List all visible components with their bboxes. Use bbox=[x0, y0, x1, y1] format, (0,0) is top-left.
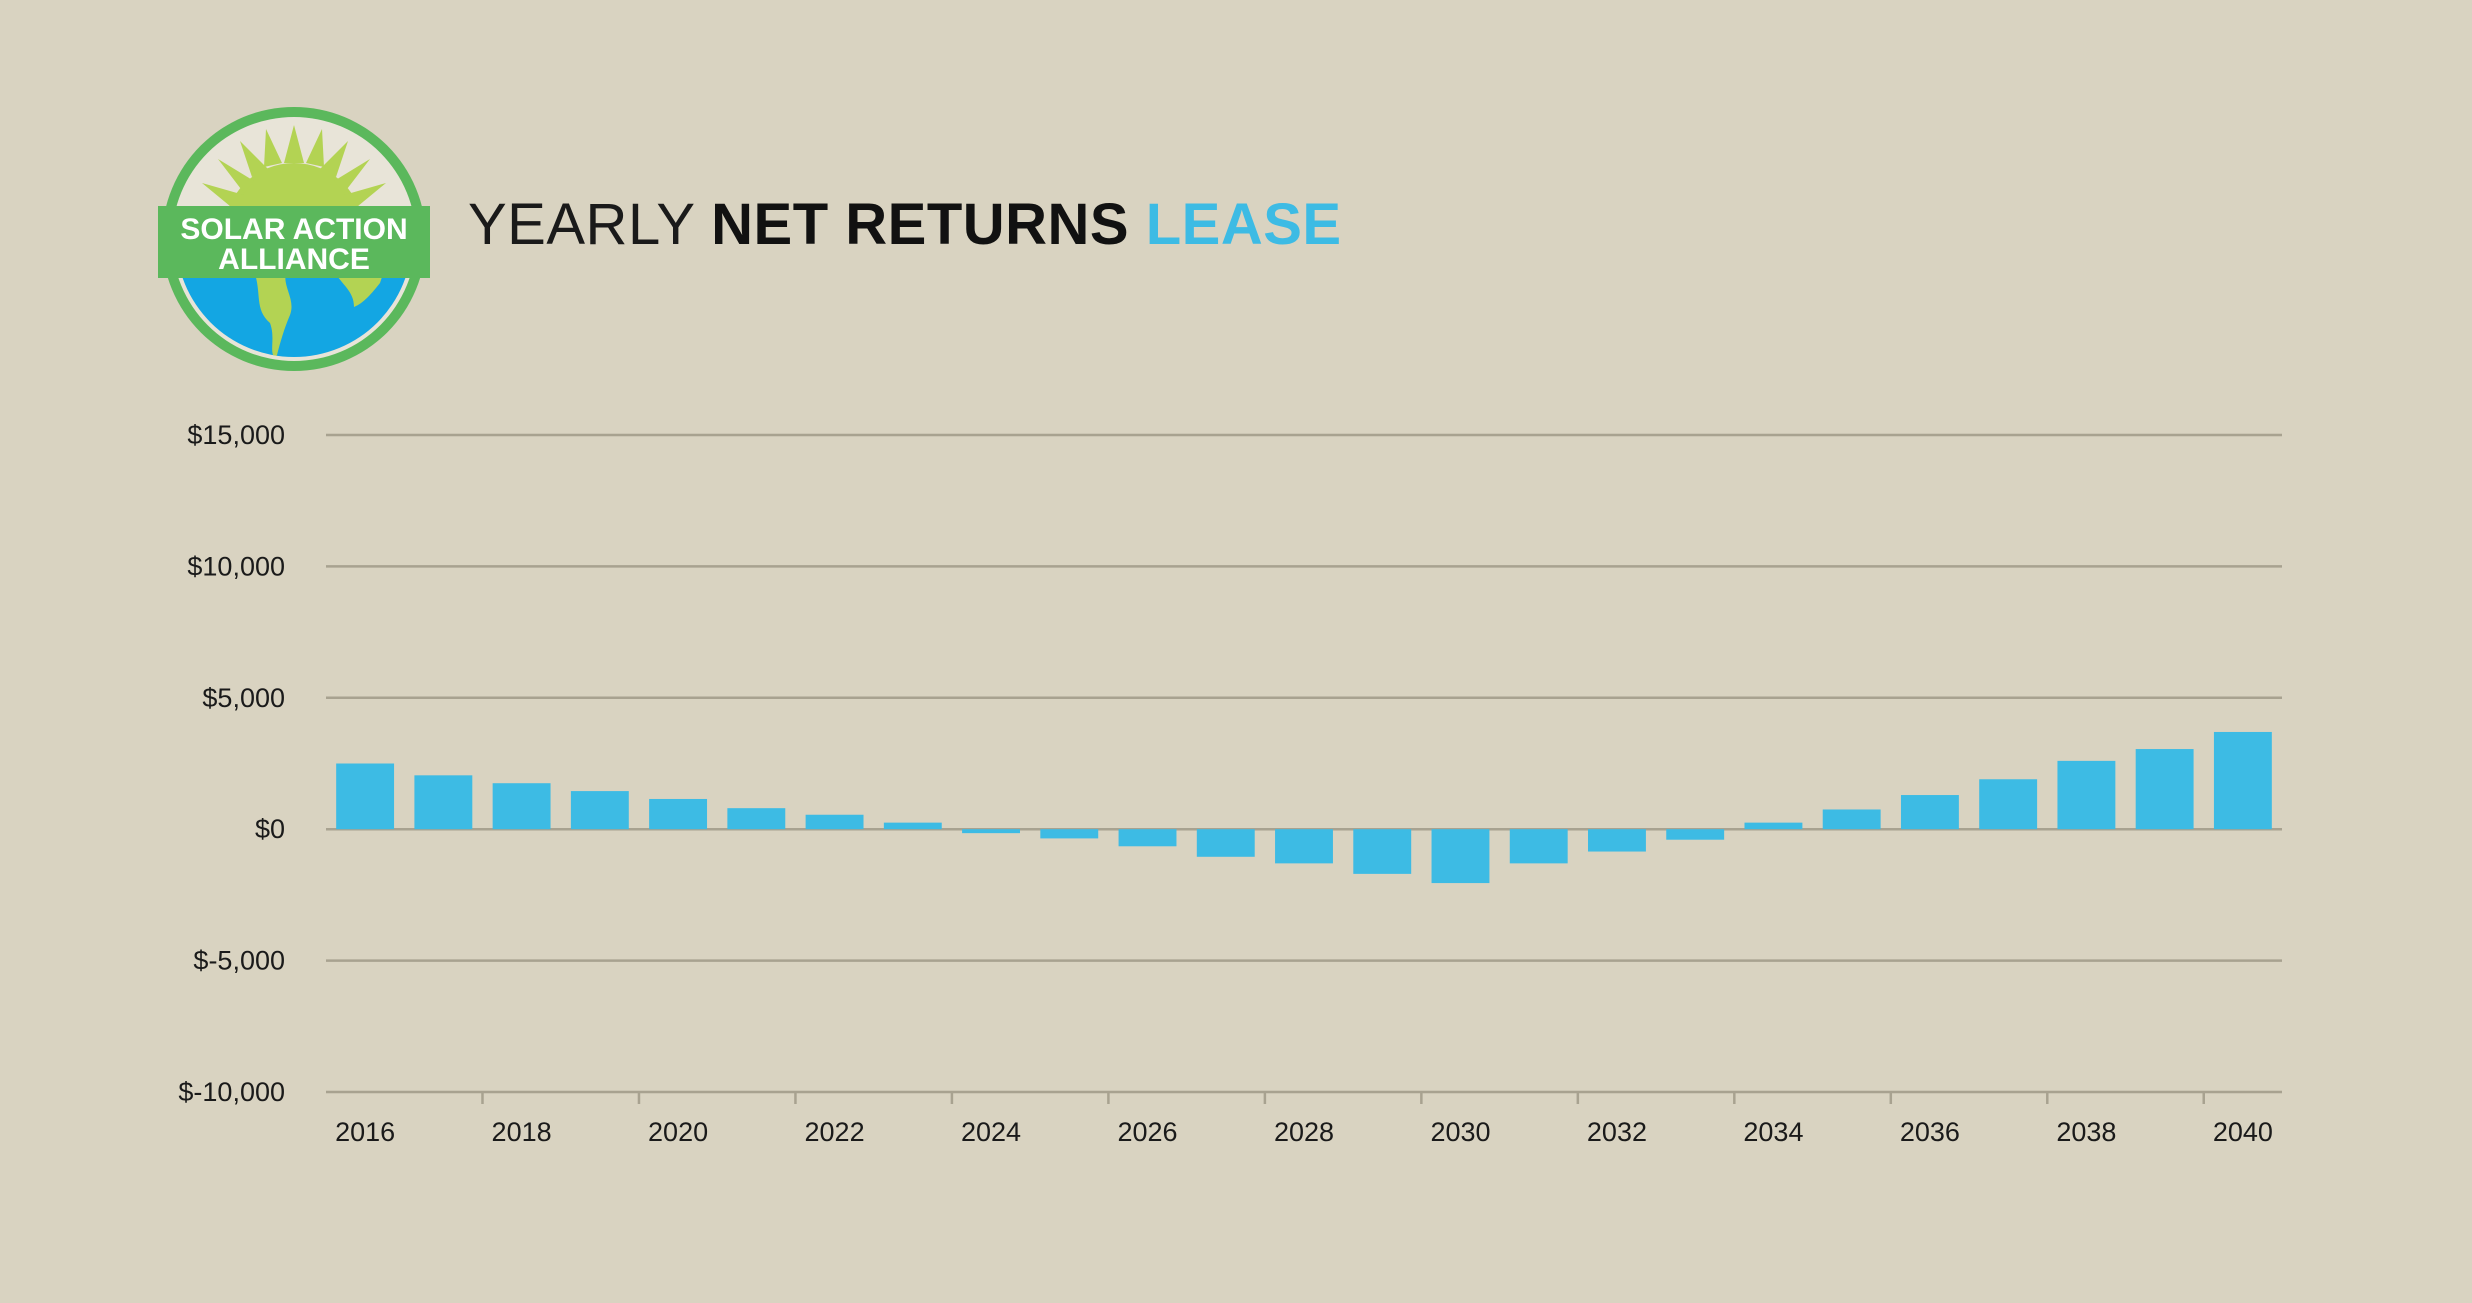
bar bbox=[883, 822, 942, 830]
bar bbox=[649, 798, 708, 830]
y-tick-label: $10,000 bbox=[187, 551, 285, 581]
land-shape bbox=[334, 271, 384, 307]
title-part-yearly: YEARLY bbox=[468, 192, 712, 257]
bar bbox=[2135, 749, 2194, 830]
x-tick-label: 2030 bbox=[1430, 1117, 1490, 1147]
bar bbox=[492, 783, 551, 830]
x-tick-label: 2022 bbox=[805, 1117, 865, 1147]
bar bbox=[1666, 829, 1725, 840]
x-tick-label: 2028 bbox=[1274, 1117, 1334, 1147]
y-tick-label: $-10,000 bbox=[178, 1077, 285, 1107]
bar bbox=[1040, 829, 1099, 839]
bar bbox=[1979, 779, 2038, 830]
bar bbox=[2057, 760, 2116, 830]
bar bbox=[1431, 829, 1490, 884]
title-part-net-returns: NET RETURNS bbox=[711, 192, 1146, 257]
bar bbox=[1275, 829, 1333, 864]
logo-banner bbox=[158, 206, 430, 278]
bar bbox=[1353, 829, 1412, 874]
title-part-lease: LEASE bbox=[1145, 192, 1342, 257]
x-tick-label: 2034 bbox=[1743, 1117, 1803, 1147]
bar bbox=[414, 775, 473, 830]
x-tick-label: 2016 bbox=[335, 1117, 395, 1147]
bar bbox=[962, 829, 1020, 834]
bar bbox=[805, 814, 864, 830]
bar bbox=[1900, 795, 1959, 830]
x-tick-label: 2020 bbox=[648, 1117, 708, 1147]
bar bbox=[1744, 822, 1803, 830]
y-tick-label: $-5,000 bbox=[193, 946, 285, 976]
bar bbox=[1509, 829, 1568, 864]
x-tick-label: 2040 bbox=[2213, 1117, 2273, 1147]
bar bbox=[727, 808, 786, 830]
y-tick-label: $5,000 bbox=[202, 683, 285, 713]
bar bbox=[1118, 829, 1177, 847]
bar bbox=[1588, 829, 1646, 852]
bar bbox=[2213, 731, 2272, 830]
solar-action-alliance-logo: SOLAR ACTION ALLIANCE bbox=[158, 107, 430, 371]
bar bbox=[336, 763, 395, 830]
y-tick-label: $15,000 bbox=[187, 420, 285, 450]
bar bbox=[1822, 809, 1881, 830]
bar bbox=[570, 791, 629, 830]
y-tick-label: $0 bbox=[255, 814, 285, 844]
chart-title: YEARLY NET RETURNS LEASE bbox=[468, 196, 1342, 254]
x-tick-label: 2036 bbox=[1900, 1117, 1960, 1147]
x-tick-label: 2032 bbox=[1587, 1117, 1647, 1147]
x-tick-label: 2038 bbox=[2056, 1117, 2116, 1147]
x-tick-label: 2026 bbox=[1117, 1117, 1177, 1147]
logo-text-line2: ALLIANCE bbox=[218, 243, 370, 276]
x-tick-label: 2024 bbox=[961, 1117, 1021, 1147]
land-shape bbox=[254, 271, 292, 357]
logo-text-line1: SOLAR ACTION bbox=[180, 213, 407, 246]
bar bbox=[1196, 829, 1255, 857]
x-tick-label: 2018 bbox=[492, 1117, 552, 1147]
